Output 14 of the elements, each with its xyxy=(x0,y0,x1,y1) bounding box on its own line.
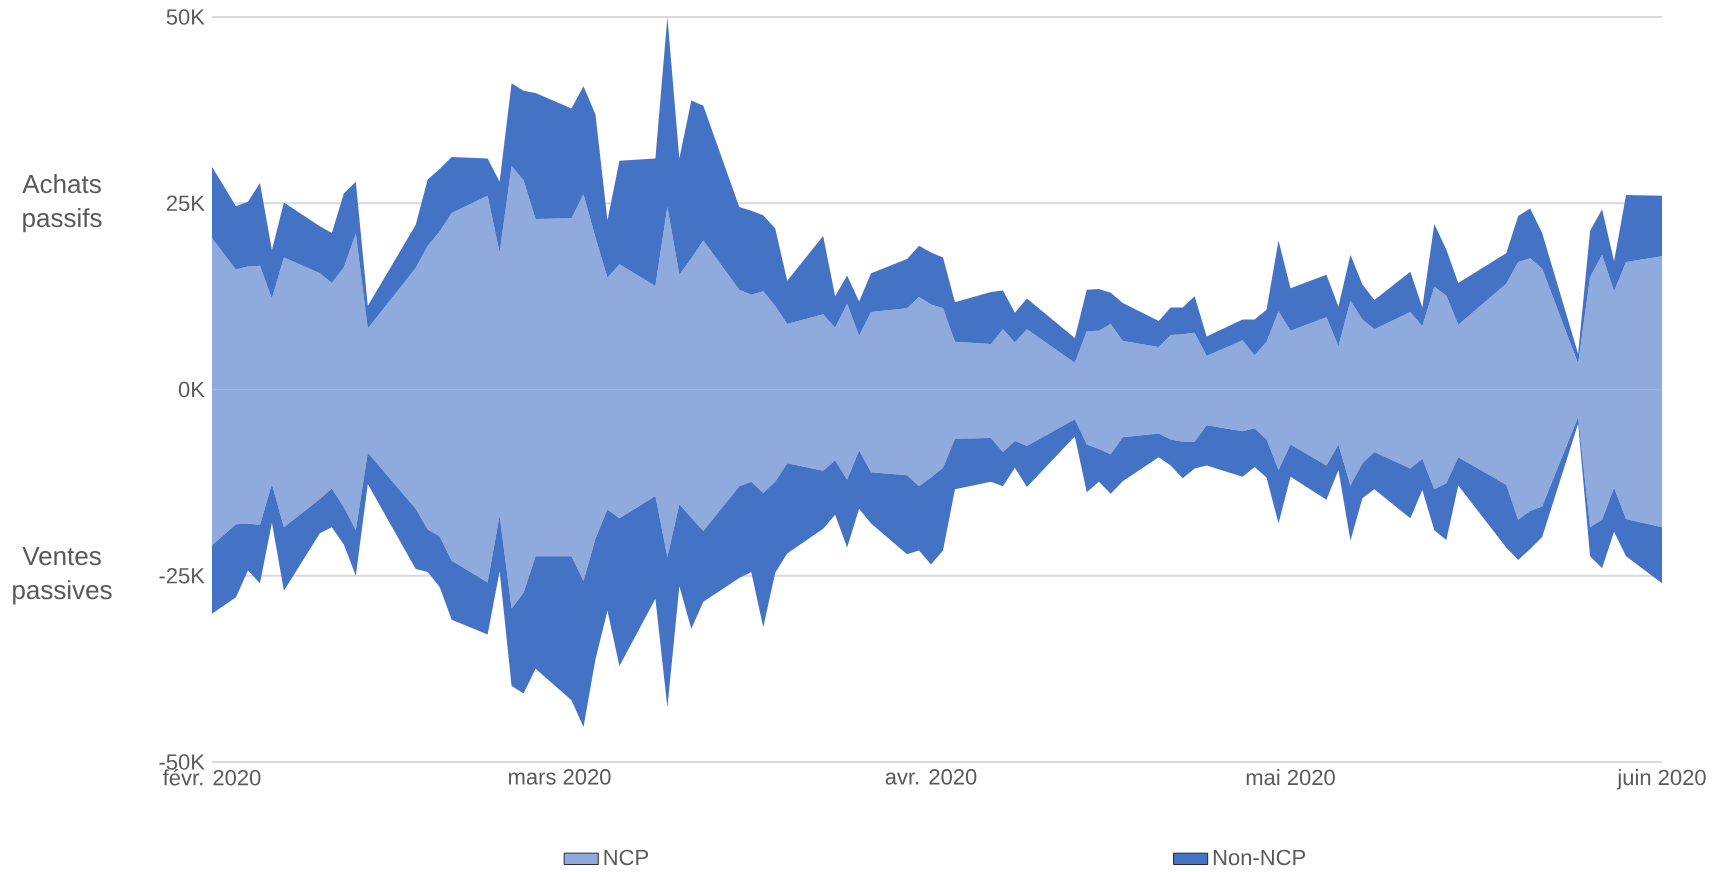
legend-label: Non-NCP xyxy=(1213,849,1306,866)
y-tick-label: -25K xyxy=(159,567,205,584)
text: Achats passifs xyxy=(22,174,102,233)
legend-label: NCP xyxy=(604,849,648,866)
x-tick-label: juin 2020 xyxy=(1616,769,1706,790)
text: Ventes passives xyxy=(13,547,112,605)
x-tick-label: févr. 2020 xyxy=(162,769,261,786)
x-tick-label: mars 2020 xyxy=(509,769,611,785)
x-tick-label: avr. 2020 xyxy=(885,769,977,785)
y-tick-label: 50K xyxy=(166,9,205,25)
y-tick-label: 0K xyxy=(178,381,205,398)
y-tick-label: 25K xyxy=(166,195,205,212)
y-tick-label: -50K xyxy=(159,754,205,770)
x-tick-label: mai 2020 xyxy=(1246,769,1335,786)
